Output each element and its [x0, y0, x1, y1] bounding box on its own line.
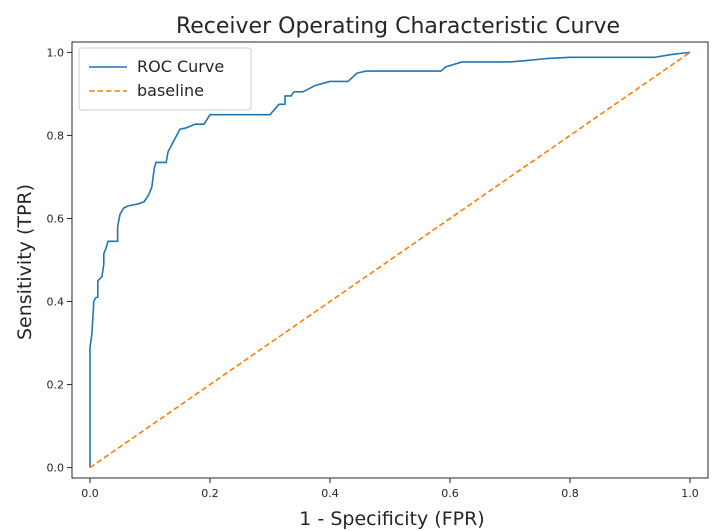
chart-title: Receiver Operating Characteristic Curve: [176, 14, 620, 39]
x-tick-label: 0.2: [201, 487, 219, 500]
axes-border: [71, 41, 709, 479]
y-axis-ticks: 0.0 0.2 0.4 0.6 0.8 1.0: [47, 46, 72, 475]
legend-label: baseline: [137, 81, 204, 100]
y-tick-label: 0.0: [47, 462, 65, 475]
y-axis-title: Sensitivity (TPR): [14, 184, 36, 340]
legend-label: ROC Curve: [137, 57, 224, 76]
baseline-line: [89, 51, 691, 469]
x-tick-label: 0.4: [321, 487, 339, 500]
legend: ROC Curve baseline: [78, 47, 252, 111]
plot-area: [72, 42, 708, 478]
y-tick-label: 0.8: [47, 129, 65, 142]
y-tick-label: 1.0: [47, 46, 65, 59]
y-tick-label: 0.6: [47, 212, 65, 225]
roc-curve-line: [89, 51, 691, 468]
plot-background: [72, 42, 708, 478]
x-tick-label: 0.6: [441, 487, 459, 500]
x-axis-title: 1 - Specificity (FPR): [299, 508, 484, 530]
x-tick-label: 0.0: [81, 487, 99, 500]
legend-box: [78, 47, 252, 111]
y-tick-label: 0.4: [47, 296, 65, 309]
x-axis-ticks: 0.0 0.2 0.4 0.6 0.8 1.0: [81, 478, 699, 500]
series-layer: [89, 51, 691, 469]
y-tick-label: 0.2: [47, 379, 65, 392]
x-tick-label: 1.0: [681, 487, 699, 500]
axes-frame: [71, 41, 709, 479]
x-tick-label: 0.8: [561, 487, 579, 500]
